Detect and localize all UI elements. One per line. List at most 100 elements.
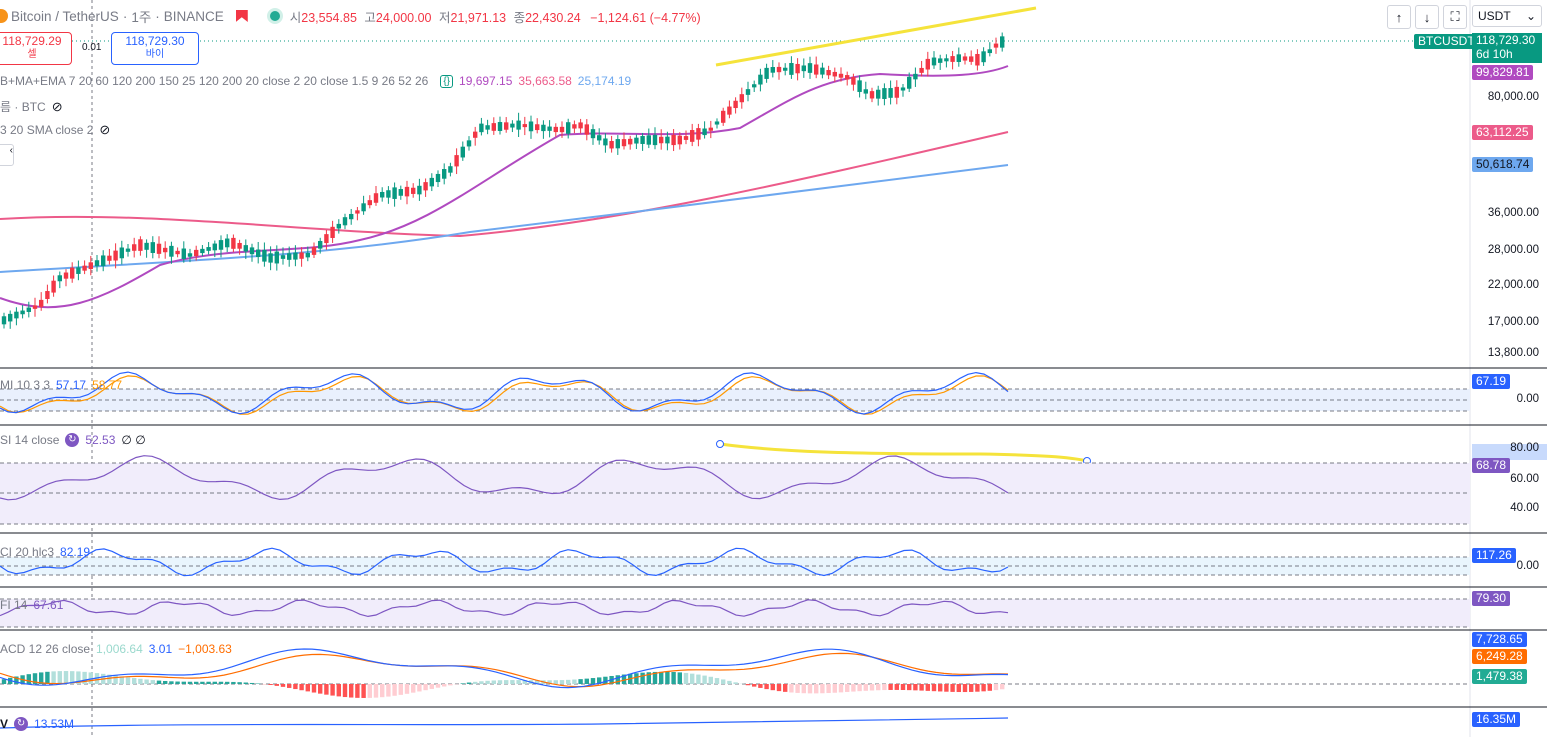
ma-legend[interactable]: B+MA+EMA 7 20 60 120 200 150 25 120 200 … xyxy=(0,74,632,88)
candle-body xyxy=(708,127,713,131)
macd-histogram-bar xyxy=(274,684,279,686)
candle-body xyxy=(311,247,317,255)
macd-histogram-bar xyxy=(76,671,81,684)
candle-body xyxy=(243,245,248,252)
close-value: 22,430.24 xyxy=(525,10,581,25)
macd-histogram-bar xyxy=(696,674,701,684)
refresh-icon[interactable]: ↻ xyxy=(65,433,80,447)
macd-histogram-bar xyxy=(336,684,341,697)
macd-histogram-bar xyxy=(324,684,329,695)
macd-histogram-bar xyxy=(268,684,273,685)
macd-legend[interactable]: ACD 12 26 close 1,006.64 3.01 −1,003.63 xyxy=(0,642,232,656)
hidden-eye-icon[interactable]: ⊘ xyxy=(51,98,63,114)
candle-body xyxy=(194,249,199,257)
candle-body xyxy=(448,166,453,173)
collapse-legend-button[interactable]: ‹ xyxy=(0,144,14,166)
rsi-legend[interactable]: SI 14 close ↻ 52.53 ∅ ∅ xyxy=(0,433,146,447)
candle-body xyxy=(609,140,614,149)
macd-histogram-bar xyxy=(156,680,162,684)
macd-histogram-bar xyxy=(26,674,31,684)
macd-histogram-bar xyxy=(888,684,893,690)
macd-histogram-bar xyxy=(169,681,174,684)
sma-legend[interactable]: 3 20 SMA close 2 ⊘ xyxy=(0,122,111,137)
candle-body xyxy=(1,316,7,325)
code-icon[interactable]: {} xyxy=(440,74,454,88)
macd-histogram-bar xyxy=(280,684,286,687)
macd-histogram-bar xyxy=(125,677,131,684)
candle-body xyxy=(578,122,583,129)
candle-body xyxy=(101,255,106,266)
macd-histogram-bar xyxy=(683,672,689,684)
macd-histogram-bar xyxy=(466,682,472,684)
macd-histogram-bar xyxy=(113,675,118,684)
flag-icon[interactable] xyxy=(235,10,248,22)
candle-body xyxy=(863,89,868,94)
macd-histogram-bar xyxy=(82,671,87,684)
macd-histogram-bar xyxy=(975,684,980,692)
currency-select[interactable]: USDT ⌄ xyxy=(1472,5,1542,27)
hidden-eye-icon[interactable]: ⊘ xyxy=(99,122,111,137)
bitcoin-icon xyxy=(0,9,8,23)
candle-body xyxy=(380,191,385,198)
candle-body xyxy=(721,110,726,123)
ma-line xyxy=(0,164,1009,273)
macd-histogram-bar xyxy=(237,682,242,684)
cci-legend[interactable]: CI 20 hlc3 82.19 xyxy=(0,545,91,559)
macd-histogram-bar xyxy=(590,678,596,684)
interval-label[interactable]: 1주 xyxy=(131,10,152,25)
symbol-header[interactable]: Bitcoin / TetherUS · 1주 · BINANCE 시23,55… xyxy=(0,6,701,26)
candle-body xyxy=(572,124,577,129)
arrow-up-icon[interactable]: ↑ xyxy=(1387,5,1411,29)
macd-histogram-bar xyxy=(287,684,292,688)
macd-histogram-bar xyxy=(386,684,391,697)
candle-body xyxy=(987,49,992,54)
macd-histogram-bar xyxy=(993,684,999,691)
candle-body xyxy=(175,250,180,255)
candle-body xyxy=(869,91,875,99)
macd-histogram-bar xyxy=(491,680,496,684)
macd-histogram-bar xyxy=(243,682,248,684)
macd-histogram-bar xyxy=(659,671,664,684)
ma3-tag: 50,618.74 xyxy=(1472,157,1534,172)
symbol-title[interactable]: Bitcoin / TetherUS xyxy=(11,8,119,24)
candle-body xyxy=(305,252,310,258)
macd-histogram-bar xyxy=(522,680,527,684)
obv-tag: 16.35M xyxy=(1472,712,1521,727)
exchange-label: BINANCE xyxy=(163,8,224,24)
sell-button[interactable]: 118,729.29 셀 xyxy=(0,32,72,65)
candle-body xyxy=(398,189,403,196)
macd-histogram-bar xyxy=(820,684,825,694)
mfi-band xyxy=(0,599,1470,627)
maximize-icon[interactable]: ⛶ xyxy=(1443,5,1467,29)
macd-histogram-bar xyxy=(218,681,224,684)
market-open-icon xyxy=(269,11,280,21)
buy-button[interactable]: 118,729.30 바이 xyxy=(111,32,199,65)
candle-body xyxy=(150,242,155,253)
candle-body xyxy=(615,139,620,149)
trendline xyxy=(719,442,1088,463)
macd-histogram-bar xyxy=(919,684,924,691)
volume-legend[interactable]: 름 · BTC ⊘ xyxy=(0,98,63,115)
candle-body xyxy=(466,140,472,147)
candle-body xyxy=(733,100,738,109)
histogram-tag: 1,479.38 xyxy=(1472,669,1527,684)
refresh-icon[interactable]: ↻ xyxy=(14,717,29,731)
candle-body xyxy=(851,77,856,85)
candle-body xyxy=(516,120,521,130)
macd-histogram-bar xyxy=(758,684,763,688)
candle-body xyxy=(32,305,38,309)
arrow-down-icon[interactable]: ↓ xyxy=(1415,5,1439,29)
macd-histogram-bar xyxy=(566,679,571,684)
mfi-legend[interactable]: FI 14 67.61 xyxy=(0,598,64,612)
candle-body xyxy=(132,244,137,251)
macd-histogram-bar xyxy=(504,680,509,684)
macd-histogram-bar xyxy=(603,676,608,684)
candle-body xyxy=(727,106,732,115)
price-label: 36,000.00 xyxy=(1487,207,1539,219)
macd-histogram-bar xyxy=(88,672,93,684)
smi-legend[interactable]: MI 10 3 3 57.17 58.77 xyxy=(0,378,123,392)
candle-body xyxy=(293,252,298,260)
obv-legend[interactable]: V ↻ 13.53M xyxy=(0,717,75,731)
candle-body xyxy=(45,291,50,299)
